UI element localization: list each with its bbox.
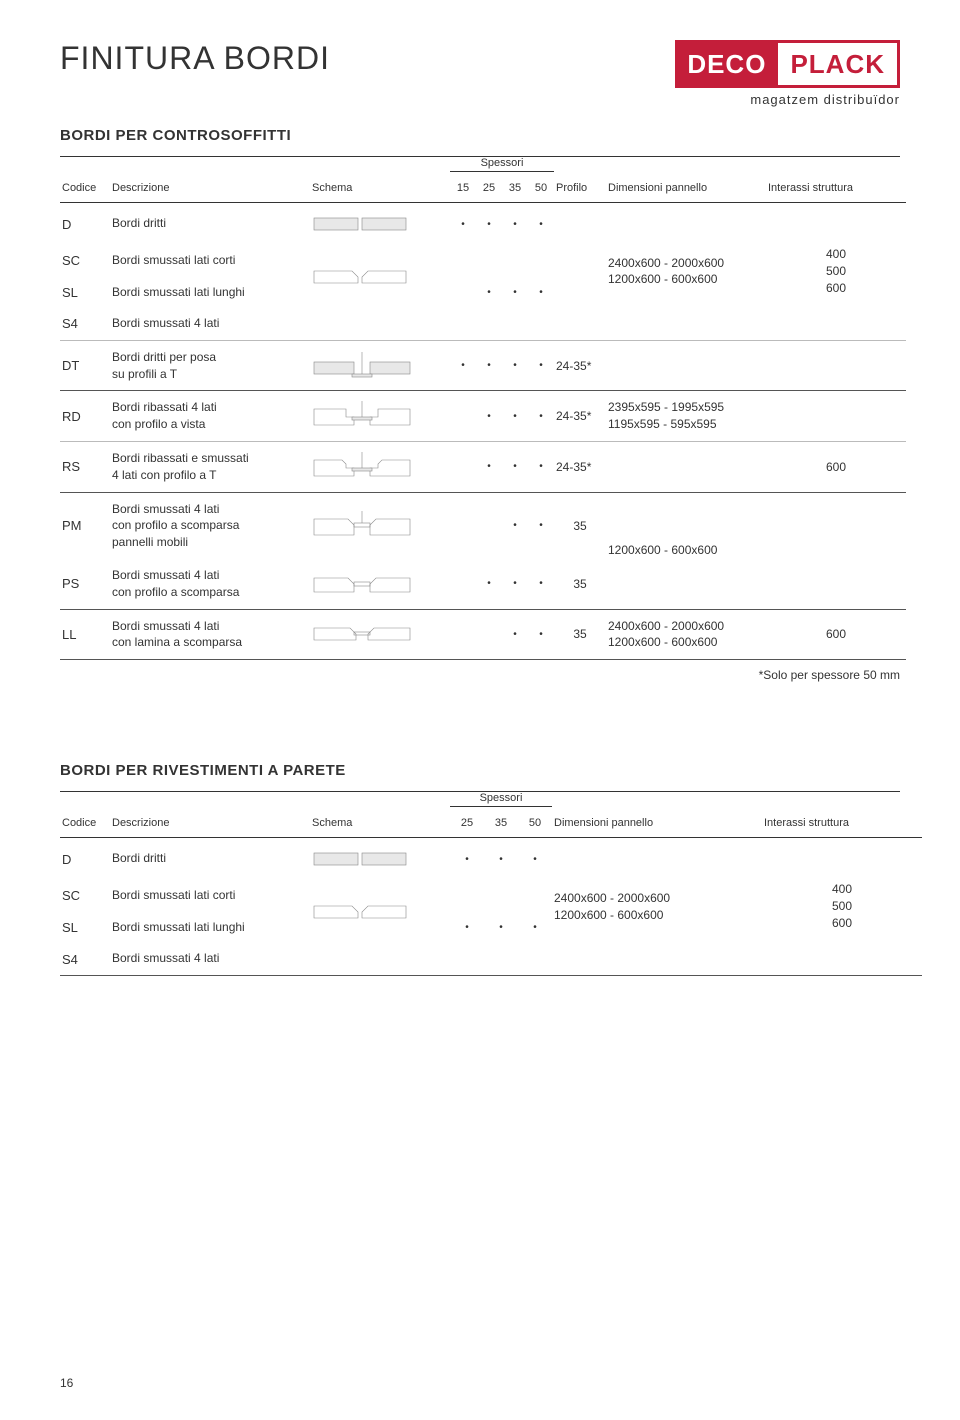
code2-s4: S4 [60, 943, 110, 975]
footnote: *Solo per spessore 50 mm [60, 668, 900, 682]
desc-rd: Bordi ribassati 4 laticon profilo a vist… [110, 391, 310, 441]
th2-schema: Schema [310, 811, 450, 835]
schema-sl [310, 245, 450, 308]
schema2-d [310, 838, 450, 880]
th2-desc: Descrizione [110, 811, 310, 835]
logo-right: PLACK [778, 40, 900, 88]
schema-pm [310, 493, 450, 559]
th2-inter: Interassi struttura [762, 811, 922, 835]
th2-50: 50 [518, 811, 552, 835]
desc-d: Bordi dritti [110, 203, 310, 245]
schema-ll [310, 610, 450, 660]
desc-s4: Bordi smussati 4 lati [110, 308, 310, 340]
logo-left: DECO [675, 40, 778, 88]
code-sc: SC [60, 245, 110, 277]
code-rd: RD [60, 391, 110, 441]
th-schema: Schema [310, 176, 450, 200]
th-desc: Descrizione [110, 176, 310, 200]
th-profilo: Profilo [554, 176, 606, 200]
desc2-sc: Bordi smussati lati corti [110, 880, 310, 912]
code-d: D [60, 203, 110, 245]
schema-dt [310, 341, 450, 391]
page-number: 16 [60, 1376, 73, 1390]
desc2-s4: Bordi smussati 4 lati [110, 943, 310, 975]
code-s4: S4 [60, 308, 110, 340]
code2-sl: SL [60, 912, 110, 944]
page-header: FINITURA BORDI DECO PLACK magatzem distr… [60, 40, 900, 107]
page-title: FINITURA BORDI [60, 40, 330, 77]
section2-title: BORDI PER RIVESTIMENTI A PARETE [60, 762, 900, 779]
code-ps: PS [60, 559, 110, 609]
dim-group1: 2400x600 - 2000x600 1200x600 - 600x600 [606, 203, 766, 340]
code-pm: PM [60, 493, 110, 559]
code-dt: DT [60, 341, 110, 391]
desc-dt: Bordi dritti per posasu profili a T [110, 341, 310, 391]
schema-d [310, 203, 450, 245]
desc-sc: Bordi smussati lati corti [110, 245, 310, 277]
section2-table: Spessori Codice Descrizione Schema 25 35… [60, 792, 900, 976]
th-50: 50 [528, 176, 554, 200]
desc-ll: Bordi smussati 4 laticon lamina a scompa… [110, 610, 310, 660]
th-inter: Interassi struttura [766, 176, 906, 200]
schema-rs [310, 442, 450, 492]
inter-group1: 400 500 600 [766, 203, 906, 340]
dim2: 2400x600 - 2000x6001200x600 - 600x600 [552, 838, 762, 975]
th-codice: Codice [60, 176, 110, 200]
th2-dim: Dimensioni pannello [552, 811, 762, 835]
schema-rd [310, 391, 450, 441]
th-35: 35 [502, 176, 528, 200]
prof-rs: 24-35* [554, 442, 606, 492]
inter-ll: 600 [766, 610, 906, 660]
prof-dt: 24-35* [554, 341, 606, 391]
section1-title: BORDI PER CONTROSOFFITTI [60, 127, 900, 144]
th-dim: Dimensioni pannello [606, 176, 766, 200]
th2-codice: Codice [60, 811, 110, 835]
desc2-d: Bordi dritti [110, 838, 310, 880]
prof-rd: 24-35* [554, 391, 606, 441]
code-rs: RS [60, 442, 110, 492]
desc-rs: Bordi ribassati e smussati4 lati con pro… [110, 442, 310, 492]
code-ll: LL [60, 610, 110, 660]
th-25: 25 [476, 176, 502, 200]
th2-25: 25 [450, 811, 484, 835]
th-15: 15 [450, 176, 476, 200]
th2-spessori: Spessori [450, 792, 552, 807]
inter2: 400500600 [762, 838, 922, 975]
inter-rs: 600 [766, 442, 906, 492]
schema-ps [310, 559, 450, 609]
desc-ps: Bordi smussati 4 laticon profilo a scomp… [110, 559, 310, 609]
th-spessori: Spessori [450, 157, 554, 172]
dim-rd: 2395x595 - 1995x5951195x595 - 595x595 [606, 391, 766, 441]
brand-logo: DECO PLACK magatzem distribuïdor [675, 40, 900, 107]
prof-ps: 35 [554, 559, 606, 609]
desc2-sl: Bordi smussati lati lunghi [110, 912, 310, 944]
code2-d: D [60, 838, 110, 880]
schema2-sl [310, 880, 450, 943]
prof-pm: 35 [554, 493, 606, 559]
desc-sl: Bordi smussati lati lunghi [110, 277, 310, 309]
desc-pm: Bordi smussati 4 laticon profilo a scomp… [110, 493, 310, 559]
dim-pmps: 1200x600 - 600x600 [606, 493, 766, 609]
code-sl: SL [60, 277, 110, 309]
logo-tagline: magatzem distribuïdor [675, 92, 900, 107]
th2-35: 35 [484, 811, 518, 835]
section1-table: Spessori Codice Descrizione Schema 15 25… [60, 157, 900, 660]
dim-ll: 2400x600 - 2000x6001200x600 - 600x600 [606, 610, 766, 660]
code2-sc: SC [60, 880, 110, 912]
prof-ll: 35 [554, 610, 606, 660]
